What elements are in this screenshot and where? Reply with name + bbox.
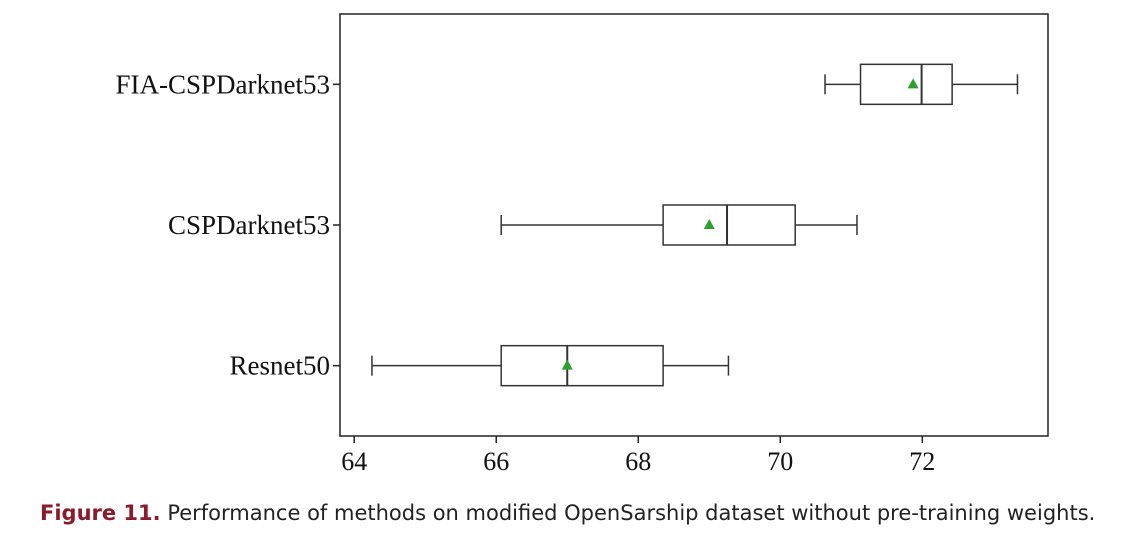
- y-tick-label: Resnet50: [230, 351, 331, 381]
- mean-marker: [561, 359, 573, 370]
- x-tick-label: 66: [483, 447, 509, 476]
- x-tick-label: 72: [909, 447, 935, 476]
- y-tick-label: FIA-CSPDarknet53: [116, 69, 331, 99]
- y-tick-label: CSPDarknet53: [168, 210, 330, 240]
- mean-marker: [703, 219, 715, 229]
- mean-marker: [907, 78, 919, 89]
- caption: Figure 11. Performance of methods on mod…: [40, 501, 1095, 525]
- x-tick-label: 70: [767, 447, 793, 476]
- box: [500, 344, 664, 387]
- caption-text: Performance of methods on modified OpenS…: [161, 501, 1096, 525]
- x-tick-label: 64: [341, 447, 367, 476]
- x-tick-label: 68: [625, 447, 651, 476]
- box: [859, 63, 953, 106]
- caption-label: Figure 11.: [40, 501, 161, 525]
- box: [662, 204, 796, 246]
